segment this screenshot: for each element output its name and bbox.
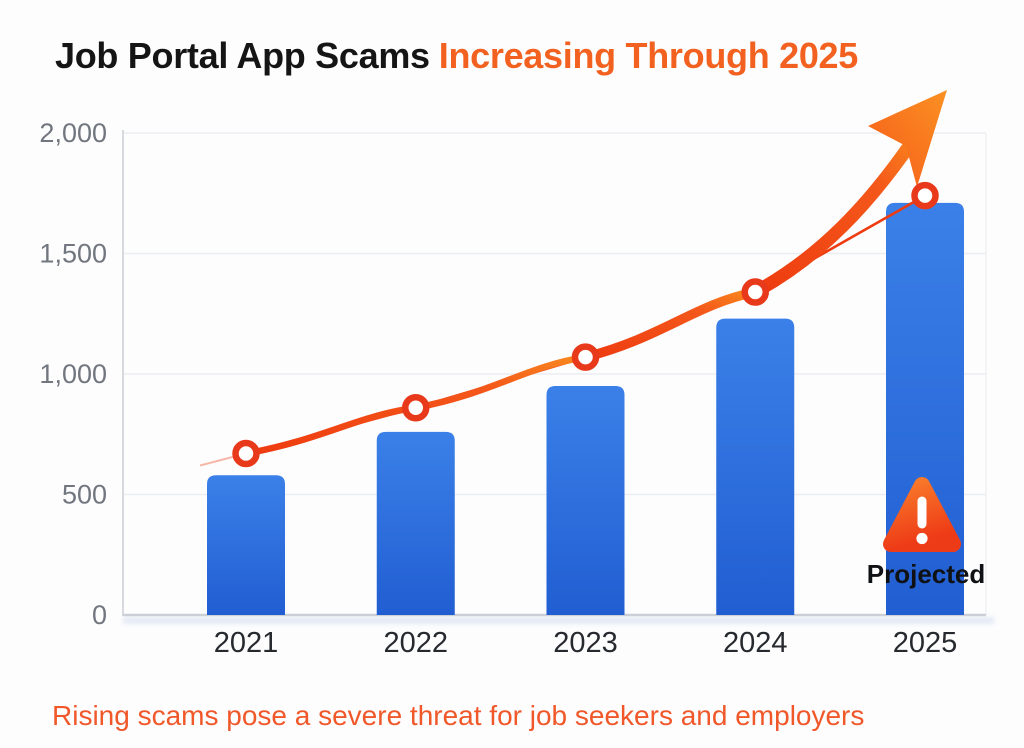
- trend-arrow-stem-2: [580, 287, 760, 362]
- x-tick-label-2023: 2023: [553, 627, 618, 659]
- title-black-part: Job Portal App Scams: [55, 35, 430, 77]
- warning-exclamation-dot: [916, 532, 928, 545]
- y-tick-label-500: 500: [62, 480, 107, 510]
- data-point-marker-2025: [911, 181, 939, 210]
- projected-label: Projected: [867, 559, 986, 589]
- x-tick-label-2025: 2025: [893, 627, 958, 659]
- bar-2024: [716, 318, 795, 615]
- bar-2025: [886, 202, 964, 615]
- data-point-marker-2022: [402, 393, 430, 422]
- chart-svg: Projected 0 500 1,000 1,500 2,000 2021 2022 2023…: [39, 90, 994, 659]
- x-tick-label-2022: 2022: [383, 627, 448, 659]
- scam-trend-chart: Projected 0 500 1,000 1,500 2,000 2021 2022 2023…: [39, 90, 994, 659]
- data-point-marker-2021: [232, 439, 260, 468]
- y-tick-label-1500: 1,500: [39, 239, 107, 269]
- bar-2022: [376, 431, 455, 615]
- chart-caption: Rising scams pose a severe threat for jo…: [52, 700, 865, 731]
- bar-2021: [207, 475, 285, 615]
- x-tick-label-2021: 2021: [214, 627, 279, 659]
- trend-arrow-stem-3: [748, 123, 927, 299]
- y-tick-label-2000: 2,000: [39, 118, 107, 148]
- baseline-shadow: [123, 617, 994, 624]
- bar-2023: [546, 386, 625, 615]
- data-point-marker-2023: [571, 343, 600, 371]
- x-tick-label-2024: 2024: [723, 627, 788, 659]
- title-accent-part: Increasing Through 2025: [438, 35, 859, 77]
- page-title: Job Portal App Scams Increasing Through 2…: [55, 34, 1015, 77]
- data-point-marker-2024: [741, 278, 769, 306]
- y-tick-label-0: 0: [92, 600, 107, 630]
- trend-arrow-icon: [868, 90, 947, 187]
- y-tick-label-1000: 1,000: [39, 359, 107, 389]
